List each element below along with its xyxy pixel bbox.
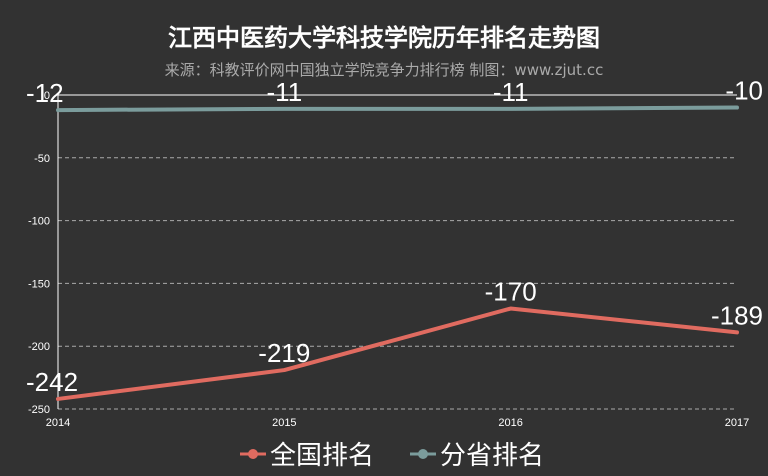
data-label: -170 [485, 277, 537, 307]
y-tick-label: -150 [28, 278, 50, 290]
data-labels: -242 -219 -170 -189 -12 -11 -11 -10 [26, 76, 763, 397]
gridlines [58, 157, 737, 410]
x-tick-labels: 2014 2015 2016 2017 [46, 417, 749, 429]
y-tick-label: 0 [44, 90, 50, 102]
series-line[interactable] [56, 105, 739, 113]
data-label: -11 [493, 77, 529, 107]
legend-item[interactable]: 全国排名 [240, 441, 374, 471]
y-tick-label: -50 [34, 153, 50, 165]
legend-dot-marker [418, 449, 428, 459]
data-label: -189 [711, 300, 763, 330]
y-tick-label: -200 [28, 341, 50, 353]
series-line[interactable] [56, 306, 739, 401]
x-tick-label: 2014 [46, 417, 70, 429]
axes [57, 94, 737, 409]
legend[interactable]: 全国排名 分省排名 [240, 441, 544, 471]
y-tick-labels: 0 -50 -100 -150 -200 -250 [28, 90, 50, 416]
data-label: -12 [26, 78, 64, 108]
series-layer [56, 105, 739, 401]
x-tick-label: 2017 [725, 417, 749, 429]
chart-title: 江西中医药大学科技学院历年排名走势图 [168, 24, 600, 52]
legend-label: 分省排名 [440, 441, 544, 471]
y-tick-label: -250 [28, 404, 50, 416]
legend-label: 全国排名 [270, 441, 374, 471]
chart-subtitle: 来源：科教评价网中国独立学院竞争力排行榜 制图：www.zjut.cc [165, 61, 604, 79]
y-tick-label: -100 [28, 216, 50, 228]
data-label: -10 [725, 76, 763, 106]
legend-dot-marker [248, 449, 258, 459]
legend-item[interactable]: 分省排名 [410, 441, 544, 471]
x-tick-label: 2015 [272, 417, 296, 429]
data-label: -11 [267, 77, 303, 107]
data-label: -242 [26, 367, 78, 397]
data-label: -219 [258, 338, 310, 368]
x-tick-label: 2016 [498, 417, 522, 429]
